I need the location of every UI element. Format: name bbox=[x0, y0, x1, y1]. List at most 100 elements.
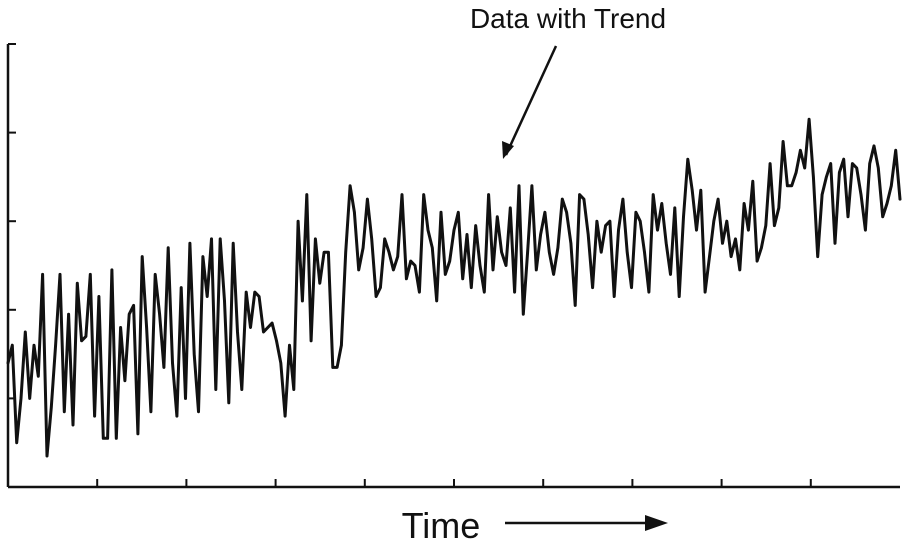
data-point bbox=[535, 268, 538, 272]
annotation-label: Data with Trend bbox=[470, 3, 666, 34]
data-point bbox=[470, 286, 473, 289]
data-point bbox=[530, 184, 534, 187]
data-point bbox=[526, 251, 529, 254]
data-point bbox=[716, 197, 720, 201]
data-point bbox=[842, 158, 845, 161]
data-point bbox=[600, 251, 603, 254]
data-point bbox=[145, 326, 148, 329]
data-point bbox=[236, 330, 239, 334]
series-line bbox=[6, 117, 902, 458]
data-point bbox=[84, 335, 88, 338]
data-point bbox=[881, 215, 884, 218]
data-point bbox=[396, 255, 399, 258]
data-point bbox=[734, 237, 737, 241]
data-point bbox=[630, 286, 633, 289]
data-point bbox=[587, 233, 590, 236]
data-point bbox=[742, 202, 746, 205]
data-point bbox=[188, 242, 192, 245]
data-point bbox=[755, 259, 759, 263]
data-point bbox=[552, 273, 555, 276]
data-point bbox=[643, 251, 646, 254]
data-point bbox=[374, 295, 378, 298]
data-point bbox=[249, 326, 252, 329]
data-point bbox=[444, 273, 447, 276]
data-point bbox=[431, 246, 434, 249]
data-point bbox=[461, 277, 464, 280]
data-point bbox=[214, 388, 217, 391]
data-point bbox=[816, 255, 819, 258]
data-point bbox=[764, 224, 767, 227]
data-point bbox=[773, 224, 776, 227]
data-point bbox=[11, 344, 14, 347]
data-point bbox=[539, 233, 542, 236]
data-point bbox=[543, 211, 547, 214]
data-point bbox=[747, 228, 750, 232]
data-point bbox=[400, 193, 404, 196]
data-point bbox=[894, 149, 897, 152]
data-point bbox=[781, 140, 785, 143]
data-point bbox=[283, 414, 287, 418]
data-point bbox=[266, 326, 269, 329]
data-point bbox=[500, 251, 503, 254]
data-point bbox=[50, 406, 53, 409]
data-point bbox=[370, 237, 373, 241]
data-point bbox=[219, 237, 222, 241]
data-point bbox=[721, 242, 724, 245]
data-point bbox=[851, 162, 854, 165]
data-point bbox=[93, 414, 96, 418]
data-point bbox=[660, 202, 663, 205]
data-point bbox=[24, 330, 27, 334]
data-point bbox=[32, 344, 36, 347]
data-point bbox=[136, 432, 140, 435]
data-point bbox=[383, 237, 386, 241]
data-point bbox=[387, 251, 391, 254]
data-point bbox=[699, 189, 702, 192]
data-point bbox=[695, 228, 698, 232]
data-point bbox=[89, 273, 92, 276]
data-point bbox=[184, 397, 187, 400]
data-point bbox=[578, 193, 581, 196]
data-point bbox=[141, 255, 144, 258]
data-point bbox=[820, 193, 824, 196]
data-point bbox=[855, 166, 858, 170]
data-point bbox=[890, 184, 893, 187]
data-point bbox=[591, 286, 594, 289]
data-point bbox=[504, 264, 508, 267]
data-point bbox=[556, 246, 560, 249]
data-point bbox=[413, 264, 417, 267]
data-point bbox=[309, 339, 313, 342]
data-point bbox=[703, 290, 707, 294]
data-point bbox=[270, 321, 274, 325]
data-point bbox=[712, 220, 715, 223]
data-point bbox=[158, 313, 161, 316]
data-point bbox=[665, 242, 668, 245]
data-point bbox=[15, 441, 18, 444]
data-point bbox=[656, 228, 659, 232]
data-point bbox=[435, 299, 438, 303]
data-point bbox=[859, 193, 863, 196]
data-point bbox=[331, 366, 334, 369]
data-point bbox=[123, 379, 127, 382]
data-point bbox=[106, 437, 109, 440]
data-point bbox=[245, 290, 248, 294]
data-point bbox=[292, 388, 295, 391]
data-point bbox=[569, 242, 573, 245]
data-point bbox=[708, 255, 711, 258]
data-point bbox=[439, 211, 443, 214]
data-point bbox=[678, 295, 681, 298]
data-point bbox=[877, 166, 880, 170]
data-point bbox=[513, 290, 516, 294]
data-point bbox=[868, 162, 871, 165]
data-point bbox=[80, 339, 83, 342]
data-point bbox=[487, 193, 490, 196]
data-point bbox=[171, 361, 174, 365]
data-point bbox=[322, 251, 326, 254]
data-point bbox=[838, 171, 841, 174]
data-point bbox=[496, 215, 499, 218]
data-point bbox=[691, 189, 694, 192]
data-point bbox=[63, 410, 66, 413]
data-point bbox=[639, 220, 642, 223]
data-point bbox=[669, 273, 672, 276]
data-point bbox=[825, 175, 828, 179]
